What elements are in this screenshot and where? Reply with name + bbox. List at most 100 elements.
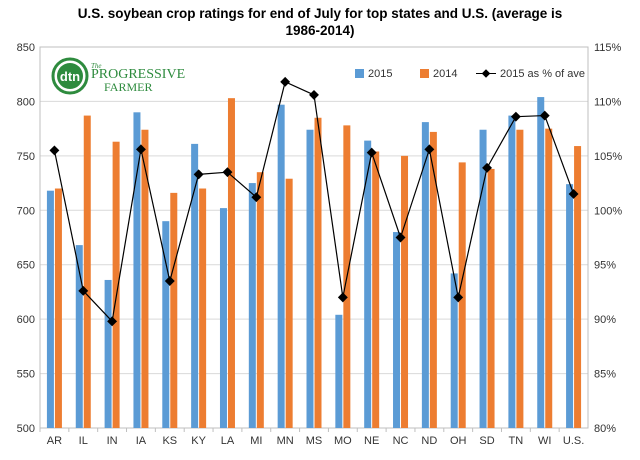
y-tick-label: 800	[17, 96, 35, 108]
logo-line-1: PROGRESSIVE	[91, 67, 185, 82]
bar-2015	[75, 245, 83, 428]
bar-2014	[429, 131, 437, 428]
y2-tick-label: 95%	[594, 260, 616, 272]
ratio-point	[568, 189, 579, 199]
x-tick-label: IL	[79, 435, 88, 447]
x-tick-label: ND	[421, 435, 437, 447]
ratio-point	[164, 276, 175, 286]
bar-2015	[248, 183, 256, 428]
ratio-point	[49, 145, 60, 156]
x-tick-label: MS	[306, 435, 323, 447]
y2-tick-label: 85%	[594, 369, 616, 381]
y-tick-label: 500	[17, 423, 35, 435]
chart-title: U.S. soybean crop ratings for end of Jul…	[0, 5, 640, 39]
x-tick-label: MN	[277, 435, 294, 447]
bar-2014	[112, 141, 120, 428]
x-tick-label: OH	[450, 435, 467, 447]
ratio-point	[482, 162, 493, 173]
ratio-point	[280, 76, 291, 87]
ratio-line-path	[53, 80, 575, 323]
gridlines	[39, 46, 589, 429]
ratio-point	[193, 169, 204, 180]
y2-tick-label: 105%	[594, 151, 622, 163]
legend-label-2015: 2015	[368, 68, 392, 80]
ratio-point	[251, 192, 262, 203]
ratio-point	[539, 110, 550, 121]
bar-2014	[199, 188, 207, 428]
bar-2015	[421, 122, 429, 429]
bar-2014	[285, 178, 293, 428]
x-tick-label: NE	[364, 435, 379, 447]
x-tick-label: U.S.	[563, 435, 584, 447]
y-tick-label: 750	[17, 151, 35, 163]
x-tick-label: SD	[479, 435, 494, 447]
ratio-point	[366, 147, 377, 158]
y2-tick-label: 110%	[594, 96, 622, 108]
ratio-point	[135, 144, 146, 155]
x-tick-label: MO	[334, 435, 352, 447]
bar-2014	[170, 192, 178, 428]
x-tick-label: KY	[191, 435, 206, 447]
bar-2014	[83, 115, 91, 428]
bar-2015	[537, 97, 545, 429]
bar-2015	[191, 143, 199, 428]
bar-2014	[54, 188, 62, 428]
bar-2015	[46, 190, 54, 428]
bar-2014	[516, 129, 524, 428]
bar-2014	[256, 172, 264, 428]
y2-tick-label: 100%	[594, 205, 622, 217]
legend-swatch-2014	[420, 69, 429, 78]
bar-2014	[141, 129, 149, 428]
bar-2014	[401, 155, 409, 428]
bars	[46, 97, 582, 429]
x-tick-label: KS	[162, 435, 177, 447]
ratio-point	[222, 167, 233, 178]
legend-diamond-marker	[481, 69, 491, 78]
legend-label-ratio: 2015 as % of ave	[500, 68, 585, 80]
ratio-point	[453, 292, 464, 303]
progressive-farmer-logo: dtn The PROGRESSIVE FARMER	[51, 57, 185, 95]
bar-2015	[364, 140, 372, 429]
bar-2014	[372, 151, 380, 428]
y-tick-label: 850	[17, 42, 35, 54]
x-tick-label: NC	[393, 435, 409, 447]
x-tick-label: MI	[250, 435, 262, 447]
bar-2015	[566, 184, 574, 428]
ratio-point	[510, 111, 521, 122]
ratio-point	[337, 292, 348, 303]
x-tick-label: IA	[136, 435, 147, 447]
x-tick-label: AR	[47, 435, 62, 447]
bar-2015	[393, 232, 401, 428]
ratio-point	[309, 89, 319, 100]
legend-label-2014: 2014	[433, 68, 457, 80]
bar-2015	[219, 208, 227, 428]
bar-2014	[314, 117, 322, 428]
logo-badge	[57, 63, 83, 89]
y-tick-label: 650	[17, 260, 35, 272]
chart-title-line-1: U.S. soybean crop ratings for end of Jul…	[77, 6, 563, 21]
logo-badge-text: dtn	[60, 69, 80, 84]
bar-2014	[458, 162, 466, 429]
chart-title-line-2: 1986-2014)	[285, 23, 355, 38]
legend-swatch-2015	[355, 69, 364, 78]
y-tick-label: 550	[17, 369, 35, 381]
bar-2015	[450, 273, 458, 428]
bar-2014	[487, 168, 495, 429]
bar-2014	[574, 146, 582, 428]
logo-prefix: The	[91, 62, 102, 70]
y2-tick-label: 90%	[594, 314, 616, 326]
y2-tick-label: 115%	[594, 42, 622, 54]
ratio-point	[424, 144, 435, 155]
bar-2014	[545, 128, 553, 428]
bar-2015	[508, 115, 516, 428]
bar-2015	[306, 129, 314, 428]
ratio-point	[395, 232, 406, 243]
y2-tick-label: 80%	[594, 423, 616, 435]
bar-2015	[104, 279, 112, 428]
bar-2015	[479, 129, 487, 428]
x-tick-label: IN	[107, 435, 118, 447]
bar-2015	[133, 112, 141, 429]
logo-ring	[51, 57, 89, 95]
x-tick-label: WI	[538, 435, 551, 447]
